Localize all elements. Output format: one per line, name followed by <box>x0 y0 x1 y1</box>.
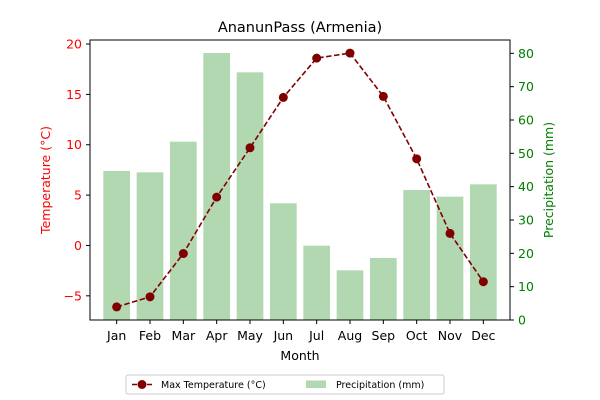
legend-frame <box>125 374 445 395</box>
plot-frame <box>89 39 511 321</box>
x-tick-label: Dec <box>471 328 495 343</box>
right-tick-label: 80 <box>518 46 534 61</box>
left-tick-label: 5 <box>74 188 82 203</box>
left-tick-label: −5 <box>64 288 82 303</box>
precipitation-bar <box>436 196 464 320</box>
right-tick-label: 10 <box>518 279 534 294</box>
precipitation-bar <box>203 53 230 320</box>
precipitation-bar <box>303 245 330 320</box>
right-tick-label: 40 <box>518 179 534 194</box>
precipitation-bar <box>103 171 130 320</box>
right-axis-label: Precipitation (mm) <box>541 122 556 238</box>
legend: Max Temperature (°C) Precipitation (mm) <box>125 374 445 395</box>
precipitation-bar <box>170 141 197 320</box>
precipitation-bar <box>270 203 297 320</box>
x-tick-label: Sep <box>372 328 396 343</box>
x-tick-label: Mar <box>172 328 196 343</box>
x-tick-label: Jan <box>106 328 126 343</box>
temperature-point <box>312 53 322 63</box>
left-axis-ticks: −5 0 5 10 15 20 <box>64 37 90 303</box>
x-tick-label: Feb <box>139 328 161 343</box>
left-tick-label: 0 <box>74 238 82 253</box>
right-tick-label: 60 <box>518 113 534 128</box>
right-axis-ticks: 0 10 20 30 40 50 60 70 80 <box>510 46 534 328</box>
left-tick-label: 10 <box>66 137 82 152</box>
left-axis-label: Temperature (°C) <box>38 126 53 235</box>
precipitation-bars <box>103 53 497 320</box>
x-tick-label: Apr <box>206 328 228 343</box>
left-tick-label: 15 <box>66 87 82 102</box>
temperature-point <box>445 228 455 238</box>
temperature-point <box>245 143 255 153</box>
right-tick-label: 20 <box>518 246 534 261</box>
x-axis-ticks: Jan Feb Mar Apr May Jun Jul Aug Sep Oct Nov Dec <box>106 320 496 343</box>
temperature-point <box>212 192 222 202</box>
temperature-point <box>278 92 288 102</box>
temperature-point <box>345 48 355 58</box>
x-tick-label: Nov <box>438 328 463 343</box>
x-tick-label: Jun <box>273 328 294 343</box>
temperature-point <box>478 277 488 287</box>
precipitation-bar <box>403 190 430 320</box>
precipitation-bar <box>236 72 264 320</box>
precipitation-bar <box>336 270 364 320</box>
temperature-point <box>178 249 188 259</box>
temperature-point <box>112 302 122 312</box>
x-axis-label: Month <box>280 348 319 363</box>
temperature-point <box>378 91 388 101</box>
right-tick-label: 70 <box>518 79 534 94</box>
legend-marker-swatch <box>137 380 147 389</box>
right-tick-label: 30 <box>518 213 534 228</box>
precipitation-bar <box>370 258 397 320</box>
legend-label-precipitation: Precipitation (mm) <box>336 380 424 391</box>
left-tick-label: 20 <box>66 37 82 52</box>
temperature-point <box>145 292 155 302</box>
right-tick-label: 0 <box>518 313 526 328</box>
x-tick-label: May <box>237 328 263 343</box>
legend-bar-swatch <box>306 380 326 388</box>
temperature-point <box>412 154 422 164</box>
x-tick-label: Jul <box>308 328 324 343</box>
chart-title: AnanunPass (Armenia) <box>218 20 382 36</box>
x-tick-label: Aug <box>338 328 362 343</box>
precipitation-bar <box>470 184 497 320</box>
temperature-series-line <box>116 52 484 308</box>
temperature-line <box>112 48 488 312</box>
legend-label-temperature: Max Temperature (°C) <box>161 380 266 391</box>
right-tick-label: 50 <box>518 146 534 161</box>
x-tick-label: Oct <box>406 328 428 343</box>
